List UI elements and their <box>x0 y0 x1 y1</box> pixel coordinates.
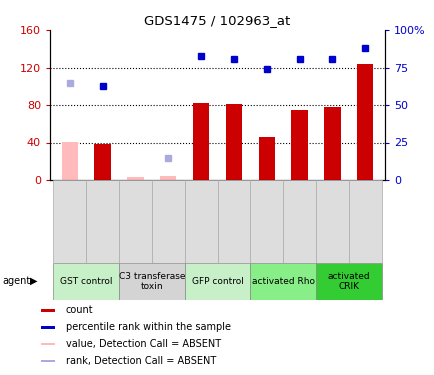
Bar <box>61 142 78 180</box>
Text: activated Rho: activated Rho <box>251 277 314 286</box>
Bar <box>291 110 307 180</box>
Bar <box>53 180 86 262</box>
Bar <box>41 309 55 312</box>
Bar <box>86 180 119 262</box>
Text: GST control: GST control <box>60 277 112 286</box>
Bar <box>217 180 250 262</box>
Text: ▶: ▶ <box>30 276 37 286</box>
Bar <box>315 180 348 262</box>
Text: value, Detection Call = ABSENT: value, Detection Call = ABSENT <box>66 339 220 349</box>
Bar <box>258 137 274 180</box>
Text: activated
CRIK: activated CRIK <box>327 272 369 291</box>
Bar <box>184 180 217 262</box>
Bar <box>184 262 250 300</box>
Bar <box>41 343 55 345</box>
Bar <box>283 180 315 262</box>
Text: rank, Detection Call = ABSENT: rank, Detection Call = ABSENT <box>66 356 216 366</box>
Bar <box>151 180 184 262</box>
Bar <box>250 180 283 262</box>
Text: GFP control: GFP control <box>191 277 243 286</box>
Bar <box>225 104 242 180</box>
Bar <box>53 262 119 300</box>
Title: GDS1475 / 102963_at: GDS1475 / 102963_at <box>144 15 290 27</box>
Bar <box>41 360 55 362</box>
Bar <box>192 103 209 180</box>
Text: agent: agent <box>2 276 30 286</box>
Bar <box>348 180 381 262</box>
Text: count: count <box>66 305 93 315</box>
Bar <box>160 176 176 180</box>
Bar <box>356 64 373 180</box>
Text: C3 transferase
toxin: C3 transferase toxin <box>118 272 184 291</box>
Bar <box>250 262 315 300</box>
Bar <box>119 180 151 262</box>
Bar <box>323 107 340 180</box>
Bar <box>94 144 111 180</box>
Bar <box>119 262 184 300</box>
Bar <box>315 262 381 300</box>
Bar <box>41 326 55 328</box>
Text: percentile rank within the sample: percentile rank within the sample <box>66 322 230 332</box>
Bar <box>127 177 143 180</box>
